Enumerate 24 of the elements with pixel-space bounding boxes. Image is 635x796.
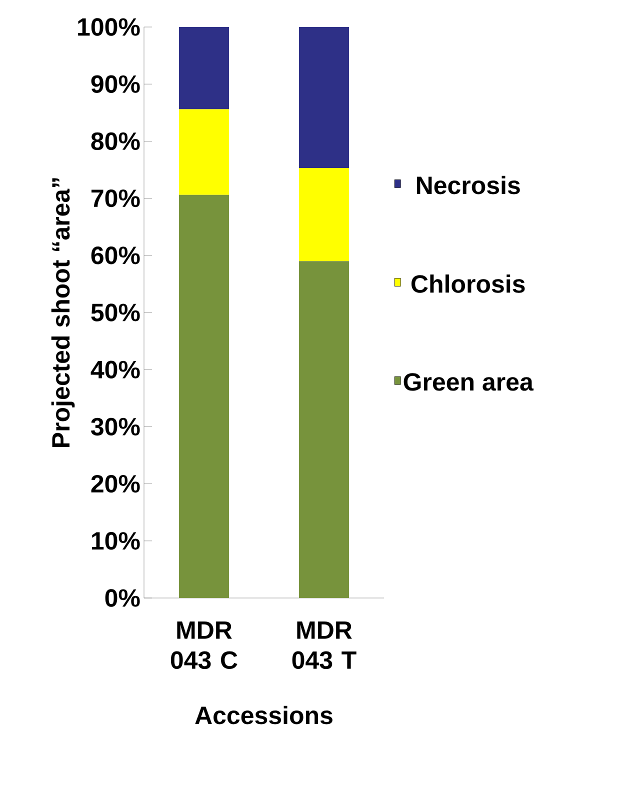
x-tick-label: MDR 043 C bbox=[170, 622, 238, 670]
legend-label: Necrosis bbox=[416, 176, 520, 194]
y-tick-label: 70% bbox=[91, 189, 140, 208]
y-tick-label: 90% bbox=[91, 75, 140, 93]
bar bbox=[178, 194, 229, 598]
legend-label: Green area bbox=[404, 373, 534, 391]
x-tick-label: MDR 043 T bbox=[292, 622, 356, 670]
y-tick-label: 60% bbox=[91, 246, 140, 264]
x-axis-title: Accessions bbox=[195, 706, 332, 724]
bar bbox=[298, 261, 349, 598]
y-tick-label: 100% bbox=[78, 18, 140, 36]
bar bbox=[298, 27, 349, 168]
y-tick-label: 40% bbox=[90, 360, 140, 378]
y-tick-label: 50% bbox=[91, 304, 140, 322]
y-tick-label: 0% bbox=[105, 589, 140, 607]
bar bbox=[178, 109, 229, 195]
y-tick-label: 80% bbox=[91, 132, 140, 150]
bar bbox=[298, 168, 349, 262]
y-axis-title: Projected shoot “area” bbox=[51, 178, 75, 447]
y-tick-label: 20% bbox=[91, 474, 140, 493]
legend-label: Chlorosis bbox=[411, 274, 525, 293]
y-tick-label: 10% bbox=[92, 532, 140, 550]
y-tick-label: 30% bbox=[91, 418, 140, 436]
bar bbox=[178, 27, 229, 110]
